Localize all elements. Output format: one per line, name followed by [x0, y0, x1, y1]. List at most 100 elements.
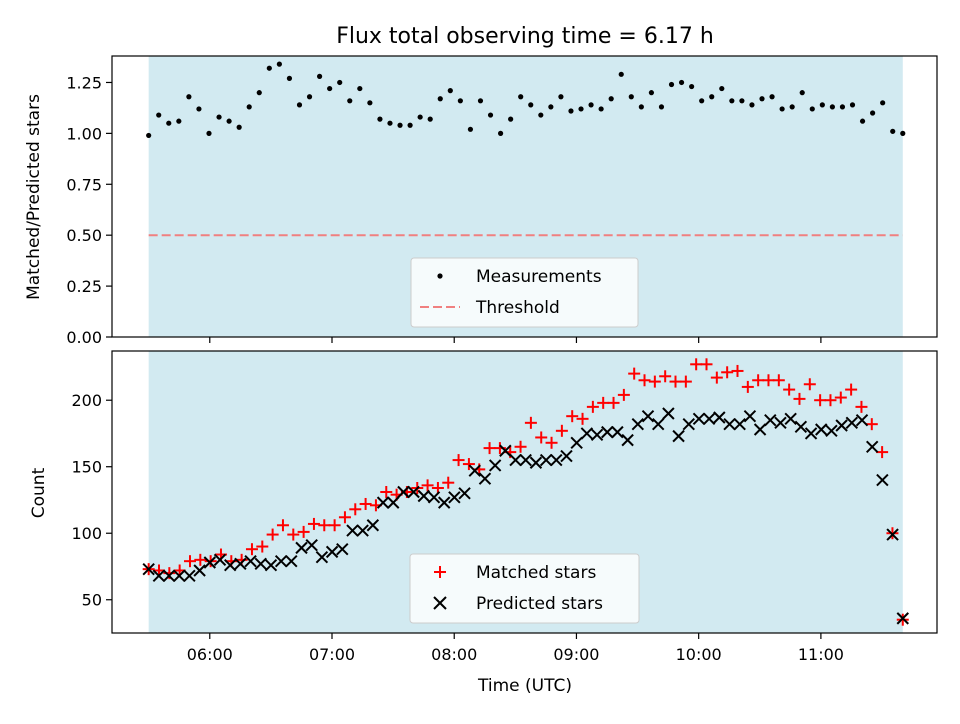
- predicted-star-point: [835, 419, 848, 432]
- predicted-star-point: [886, 528, 899, 541]
- measurement-point: [186, 94, 192, 100]
- measurement-point: [638, 104, 644, 110]
- matched-star-point: [338, 511, 351, 524]
- y-tick-label: 1.25: [66, 73, 102, 92]
- matched-star-point: [359, 497, 372, 510]
- predicted-star-point: [865, 440, 879, 453]
- count-panel: 50 100 150 200 06:00 07:00 08:00 09:00 10:00 11:…: [29, 350, 938, 696]
- measurement-point: [829, 104, 835, 110]
- matched-star-point: [442, 476, 455, 489]
- predicted-star-point: [764, 413, 777, 427]
- y-tick-label: 200: [71, 391, 102, 410]
- measurement-point: [176, 118, 182, 124]
- matched-star-point: [741, 380, 754, 393]
- measurement-point: [759, 96, 765, 102]
- predicted-star-point: [407, 485, 420, 499]
- y-tick-label: 0.25: [66, 277, 102, 296]
- ratio-y-axis-label: Matched/Predicted stars: [24, 94, 44, 300]
- legend-matched-marker: [434, 566, 446, 578]
- measurement-point: [377, 116, 383, 122]
- x-tick-label: 11:00: [798, 645, 844, 664]
- x-tick-label: 09:00: [553, 645, 599, 664]
- measurement-point: [156, 112, 162, 118]
- legend-measurements-label: Measurements: [476, 267, 602, 287]
- y-tick-label: 1.00: [66, 124, 102, 143]
- measurement-point: [306, 94, 313, 100]
- predicted-star-point: [651, 417, 665, 431]
- predicted-star-point: [488, 459, 502, 472]
- measurement-point: [457, 98, 463, 104]
- measurement-point: [296, 102, 303, 108]
- figure-title: Flux total observing time = 6.17 h: [336, 24, 714, 49]
- measurement-point: [618, 71, 624, 77]
- measurement-point: [779, 106, 785, 112]
- predicted-star-point: [315, 550, 329, 564]
- predicted-star-point: [244, 554, 257, 568]
- matched-star-point: [617, 388, 630, 401]
- predicted-star-point: [173, 569, 186, 583]
- matched-star-point: [669, 375, 682, 388]
- measurement-point: [709, 94, 715, 100]
- measurement-point: [397, 122, 403, 128]
- matched-star-point: [287, 528, 300, 541]
- predicted-star-point: [815, 423, 828, 436]
- legend-predicted-marker: [433, 596, 447, 610]
- measurement-point: [487, 112, 494, 118]
- measurement-point: [648, 90, 655, 96]
- predicted-star-point: [550, 453, 563, 467]
- predicted-star-point: [376, 496, 390, 509]
- predicted-star-point: [774, 416, 787, 430]
- y-tick-label: 100: [71, 524, 102, 543]
- matched-star-point: [266, 528, 279, 541]
- predicted-star-point: [662, 407, 675, 420]
- measurement-point: [166, 120, 172, 126]
- predicted-star-point: [387, 496, 400, 509]
- matched-star-point: [194, 553, 207, 566]
- matched-star-point: [659, 370, 672, 383]
- matched-star-point: [607, 396, 620, 409]
- predicted-star-point: [193, 564, 206, 577]
- measurement-point: [538, 112, 544, 118]
- predicted-star-point: [285, 554, 298, 568]
- measurement-point: [337, 79, 343, 86]
- count-axes-frame: [111, 350, 938, 634]
- measurement-point: [608, 96, 614, 102]
- measurement-point: [719, 85, 725, 92]
- predicted-star-point: [631, 417, 645, 431]
- measurement-point: [689, 83, 695, 90]
- predicted-star-point: [621, 433, 634, 447]
- predicted-star-point: [152, 569, 166, 583]
- predicted-star-point: [743, 409, 757, 423]
- matched-star-point: [566, 410, 579, 423]
- measurement-point: [497, 130, 504, 136]
- matched-star-point: [307, 517, 320, 530]
- measurement-point: [467, 126, 474, 132]
- legend-matched-label: Matched stars: [476, 563, 596, 583]
- predicted-star-point: [529, 456, 543, 469]
- predicted-star-point: [570, 436, 583, 449]
- predicted-star-point: [560, 449, 573, 463]
- measurement-point: [799, 90, 805, 96]
- measurement-point: [236, 124, 242, 130]
- predicted-star-point: [794, 420, 808, 434]
- matched-star-point: [524, 416, 537, 429]
- predicted-star-point: [183, 569, 196, 583]
- measurement-point: [528, 102, 534, 108]
- measurement-point: [367, 100, 373, 106]
- legend-predicted-label: Predicted stars: [476, 594, 603, 614]
- measurement-point: [890, 128, 896, 134]
- predicted-star-point: [478, 472, 492, 485]
- measurement-point: [246, 104, 252, 110]
- predicted-star-point: [713, 411, 726, 424]
- matched-star-point: [710, 371, 723, 384]
- matched-star-point: [462, 458, 475, 471]
- predicted-star-point: [397, 485, 410, 499]
- ratio-axes-frame: [111, 55, 938, 338]
- measurement-point: [508, 116, 514, 122]
- predicted-star-point: [223, 558, 237, 572]
- predicted-star-point: [784, 412, 797, 426]
- measurement-point: [206, 130, 212, 136]
- predicted-stars-points: [142, 407, 909, 625]
- matched-star-point: [793, 392, 806, 405]
- predicted-star-point: [254, 557, 267, 571]
